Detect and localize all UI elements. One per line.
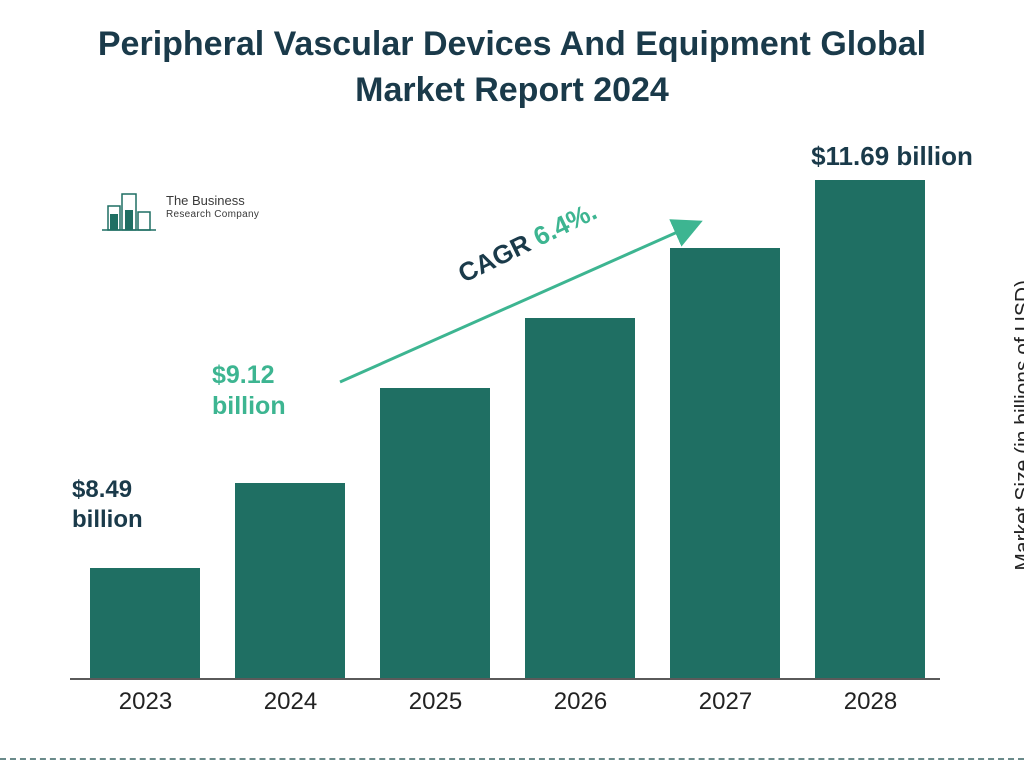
bar-2028 xyxy=(815,180,925,678)
value-label-2024: $9.12 billion xyxy=(212,360,342,423)
value-label-2023: $8.49 billion xyxy=(72,475,192,535)
xlabel-2025: 2025 xyxy=(363,688,508,716)
page: Peripheral Vascular Devices And Equipmen… xyxy=(0,0,1024,768)
chart-title: Peripheral Vascular Devices And Equipmen… xyxy=(0,22,1024,114)
bar-2025 xyxy=(380,388,490,678)
xlabel-2026: 2026 xyxy=(508,688,653,716)
value-label-2028: $11.69 billion xyxy=(792,140,992,173)
title-line-1: Peripheral Vascular Devices And Equipmen… xyxy=(98,25,926,63)
xlabel-2023: 2023 xyxy=(73,688,218,716)
xlabel-2024: 2024 xyxy=(218,688,363,716)
cagr-annotation: CAGR 6.4%. xyxy=(330,212,730,412)
bar-2024 xyxy=(235,483,345,678)
y-axis-label: Market Size (in billions of USD) xyxy=(1012,280,1024,571)
x-axis xyxy=(70,678,940,680)
footer-divider xyxy=(0,758,1024,760)
xlabel-2028: 2028 xyxy=(798,688,943,716)
bar-2023 xyxy=(90,568,200,678)
title-line-2: Market Report 2024 xyxy=(355,71,669,109)
xlabel-2027: 2027 xyxy=(653,688,798,716)
